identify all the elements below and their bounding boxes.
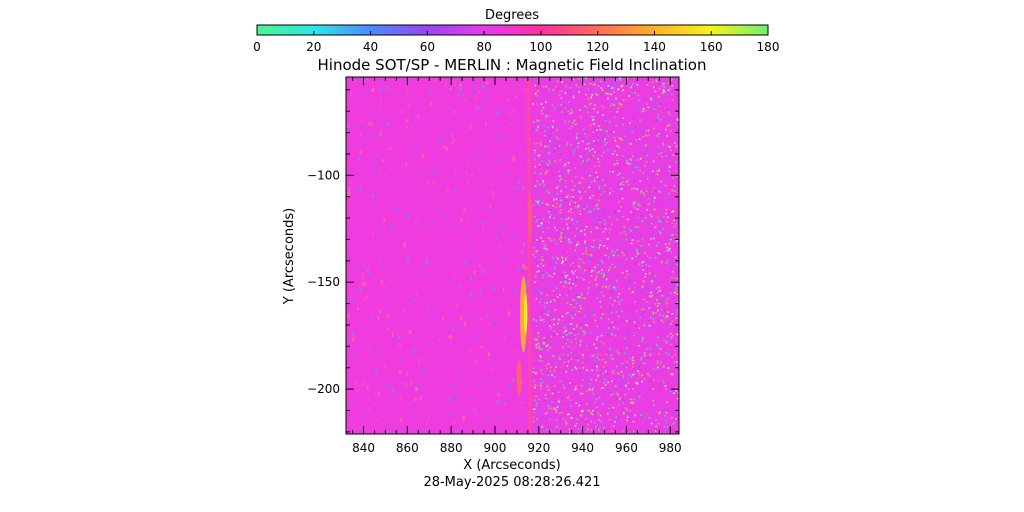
colorbar (256, 24, 769, 36)
colorbar-tick-label: 20 (306, 40, 321, 54)
y-axis-ticks: −100 −150 −200 (307, 89, 679, 433)
x-axis-label: X (Arcseconds) (463, 458, 560, 473)
colorbar-tick-label: 60 (420, 40, 435, 54)
y-axis-label: Y (Arcseconds) (282, 208, 297, 305)
x-tick-label: 900 (484, 441, 507, 455)
colorbar-tick-label: 80 (476, 40, 491, 54)
colorbar-ticks: 0 20 40 60 80 100 120 140 160 180 (253, 31, 779, 54)
observation-date: 28-May-2025 08:28:26.421 (423, 475, 600, 490)
colorbar-label: Degrees (485, 8, 539, 23)
x-tick-label: 840 (352, 441, 375, 455)
x-tick-label: 980 (659, 441, 682, 455)
colorbar-tick-label: 0 (253, 40, 261, 54)
colorbar-tick-label: 100 (529, 40, 552, 54)
y-tick-label: −100 (307, 168, 340, 182)
colorbar-tick-label: 180 (757, 40, 780, 54)
x-tick-label: 920 (527, 441, 550, 455)
y-tick-label: −200 (307, 382, 340, 396)
chart-title: Hinode SOT/SP - MERLIN : Magnetic Field … (318, 56, 707, 74)
colorbar-tick-label: 120 (586, 40, 609, 54)
x-tick-label: 960 (615, 441, 638, 455)
x-tick-label: 940 (571, 441, 594, 455)
limb-bright-feature (516, 77, 533, 434)
colorbar-tick-label: 160 (700, 40, 723, 54)
colorbar-tick-label: 40 (363, 40, 378, 54)
colorbar-tick-label: 140 (643, 40, 666, 54)
y-tick-label: −150 (307, 275, 340, 289)
x-tick-label: 860 (396, 441, 419, 455)
x-tick-label: 880 (440, 441, 463, 455)
plot-frame (345, 76, 680, 435)
x-axis-ticks: 840 860 880 900 920 940 960 980 (352, 77, 682, 455)
inclination-map (346, 77, 679, 434)
